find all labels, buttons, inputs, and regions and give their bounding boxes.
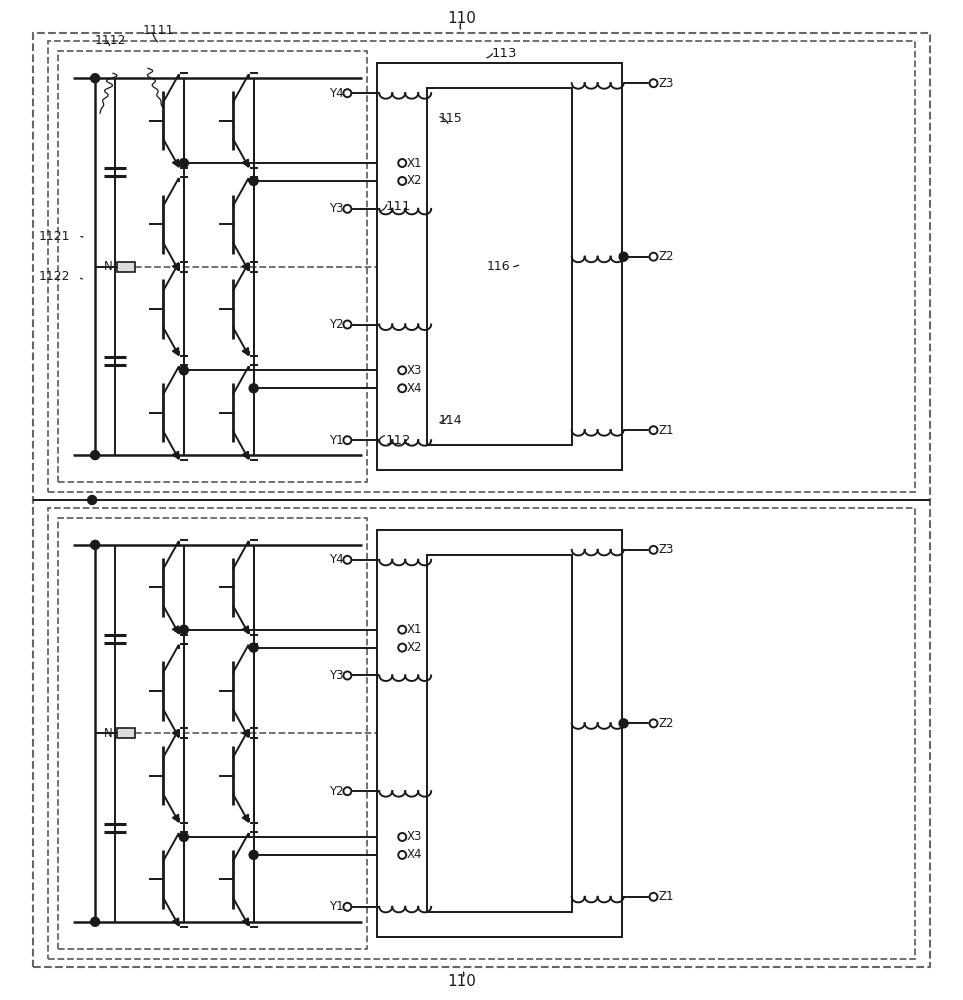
Text: 114: 114 (439, 414, 463, 427)
Text: Z1: Z1 (659, 424, 674, 437)
Text: Y4: Y4 (328, 553, 344, 566)
Polygon shape (172, 730, 179, 737)
Circle shape (179, 366, 189, 375)
Text: Z3: Z3 (659, 543, 674, 556)
Text: 115: 115 (439, 112, 463, 125)
Text: Y2: Y2 (328, 318, 344, 331)
Circle shape (399, 366, 406, 374)
Circle shape (649, 79, 658, 87)
Circle shape (619, 719, 628, 728)
Circle shape (619, 252, 628, 261)
Text: 112: 112 (385, 434, 411, 447)
Polygon shape (172, 918, 179, 926)
Bar (48, 508, 915, 959)
Text: 111: 111 (385, 200, 411, 213)
Polygon shape (243, 626, 248, 634)
Circle shape (344, 903, 351, 911)
Circle shape (399, 851, 406, 859)
Polygon shape (172, 159, 179, 167)
Bar (377, 530, 621, 937)
Bar (48, 41, 915, 492)
Circle shape (344, 321, 351, 328)
Text: Y3: Y3 (329, 202, 344, 215)
Polygon shape (243, 918, 248, 926)
Text: X3: X3 (406, 830, 422, 843)
Text: 116: 116 (487, 260, 510, 273)
Text: 1121: 1121 (39, 230, 69, 243)
Text: Y4: Y4 (328, 87, 344, 100)
Text: 110: 110 (448, 974, 477, 989)
Circle shape (399, 384, 406, 392)
Circle shape (91, 451, 99, 460)
Text: X1: X1 (406, 157, 422, 170)
Text: Z3: Z3 (659, 77, 674, 90)
Text: X3: X3 (406, 364, 422, 377)
Text: 113: 113 (492, 47, 517, 60)
Circle shape (179, 159, 189, 168)
Circle shape (649, 426, 658, 434)
Polygon shape (172, 451, 179, 459)
Circle shape (344, 787, 351, 795)
Circle shape (91, 74, 99, 83)
Circle shape (344, 672, 351, 679)
Text: Y2: Y2 (328, 785, 344, 798)
Bar (117, 728, 135, 738)
Circle shape (649, 893, 658, 901)
Circle shape (179, 832, 189, 841)
Text: 1112: 1112 (95, 34, 126, 47)
Text: Y3: Y3 (329, 669, 344, 682)
Polygon shape (172, 348, 179, 355)
Circle shape (399, 159, 406, 167)
Text: N: N (104, 260, 113, 273)
Polygon shape (243, 814, 248, 822)
Circle shape (344, 436, 351, 444)
Text: Y1: Y1 (328, 434, 344, 447)
Circle shape (249, 176, 258, 185)
Circle shape (249, 643, 258, 652)
Polygon shape (172, 814, 179, 822)
Circle shape (344, 205, 351, 213)
Circle shape (91, 540, 99, 549)
Polygon shape (243, 451, 248, 459)
Text: Z1: Z1 (659, 890, 674, 903)
Text: 110: 110 (448, 11, 477, 26)
Text: X2: X2 (406, 174, 422, 187)
Bar (428, 555, 572, 912)
Polygon shape (243, 159, 248, 167)
Circle shape (399, 177, 406, 185)
Polygon shape (172, 626, 179, 634)
Bar (428, 88, 572, 445)
Circle shape (249, 850, 258, 859)
Circle shape (649, 719, 658, 727)
Circle shape (344, 89, 351, 97)
Bar (58, 51, 367, 482)
Circle shape (344, 556, 351, 564)
Text: X4: X4 (406, 382, 422, 395)
Circle shape (249, 384, 258, 393)
Circle shape (179, 625, 189, 634)
Polygon shape (243, 348, 248, 355)
Circle shape (88, 496, 96, 504)
Polygon shape (243, 263, 248, 271)
Bar (58, 518, 367, 949)
Text: Z2: Z2 (659, 250, 674, 263)
Circle shape (91, 917, 99, 926)
Circle shape (399, 626, 406, 634)
Polygon shape (243, 730, 248, 737)
Bar (117, 262, 135, 272)
Text: N: N (104, 727, 113, 740)
Circle shape (649, 546, 658, 554)
Circle shape (399, 833, 406, 841)
Text: X4: X4 (406, 848, 422, 861)
Circle shape (649, 253, 658, 261)
Text: Z2: Z2 (659, 717, 674, 730)
Text: Y1: Y1 (328, 900, 344, 913)
Text: X1: X1 (406, 623, 422, 636)
Bar (377, 63, 621, 470)
Text: 1122: 1122 (39, 270, 69, 283)
Circle shape (399, 644, 406, 652)
Text: 1111: 1111 (143, 24, 174, 37)
Polygon shape (172, 263, 179, 271)
Text: X2: X2 (406, 641, 422, 654)
